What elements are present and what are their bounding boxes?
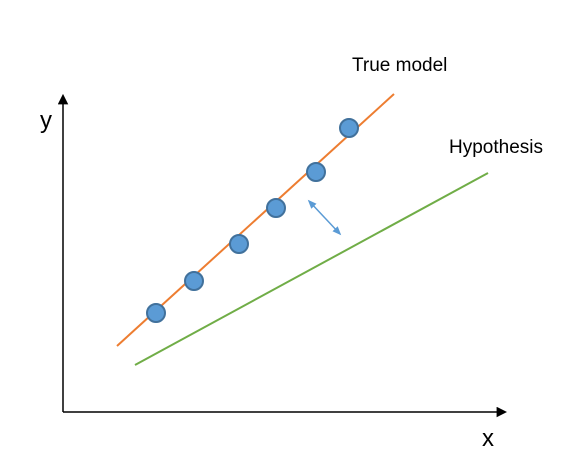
data-point [184, 271, 204, 291]
hypothesis-label: Hypothesis [449, 137, 543, 158]
data-point [146, 303, 166, 323]
true-model-label: True model [352, 55, 447, 76]
data-point [306, 162, 326, 182]
data-point [229, 234, 249, 254]
error-arrow [307, 199, 342, 236]
x-axis-label: x [482, 425, 494, 452]
data-point [266, 198, 286, 218]
hypothesis-line [134, 172, 489, 366]
data-points [146, 118, 359, 323]
y-axis-label: y [40, 107, 52, 134]
data-point [339, 118, 359, 138]
